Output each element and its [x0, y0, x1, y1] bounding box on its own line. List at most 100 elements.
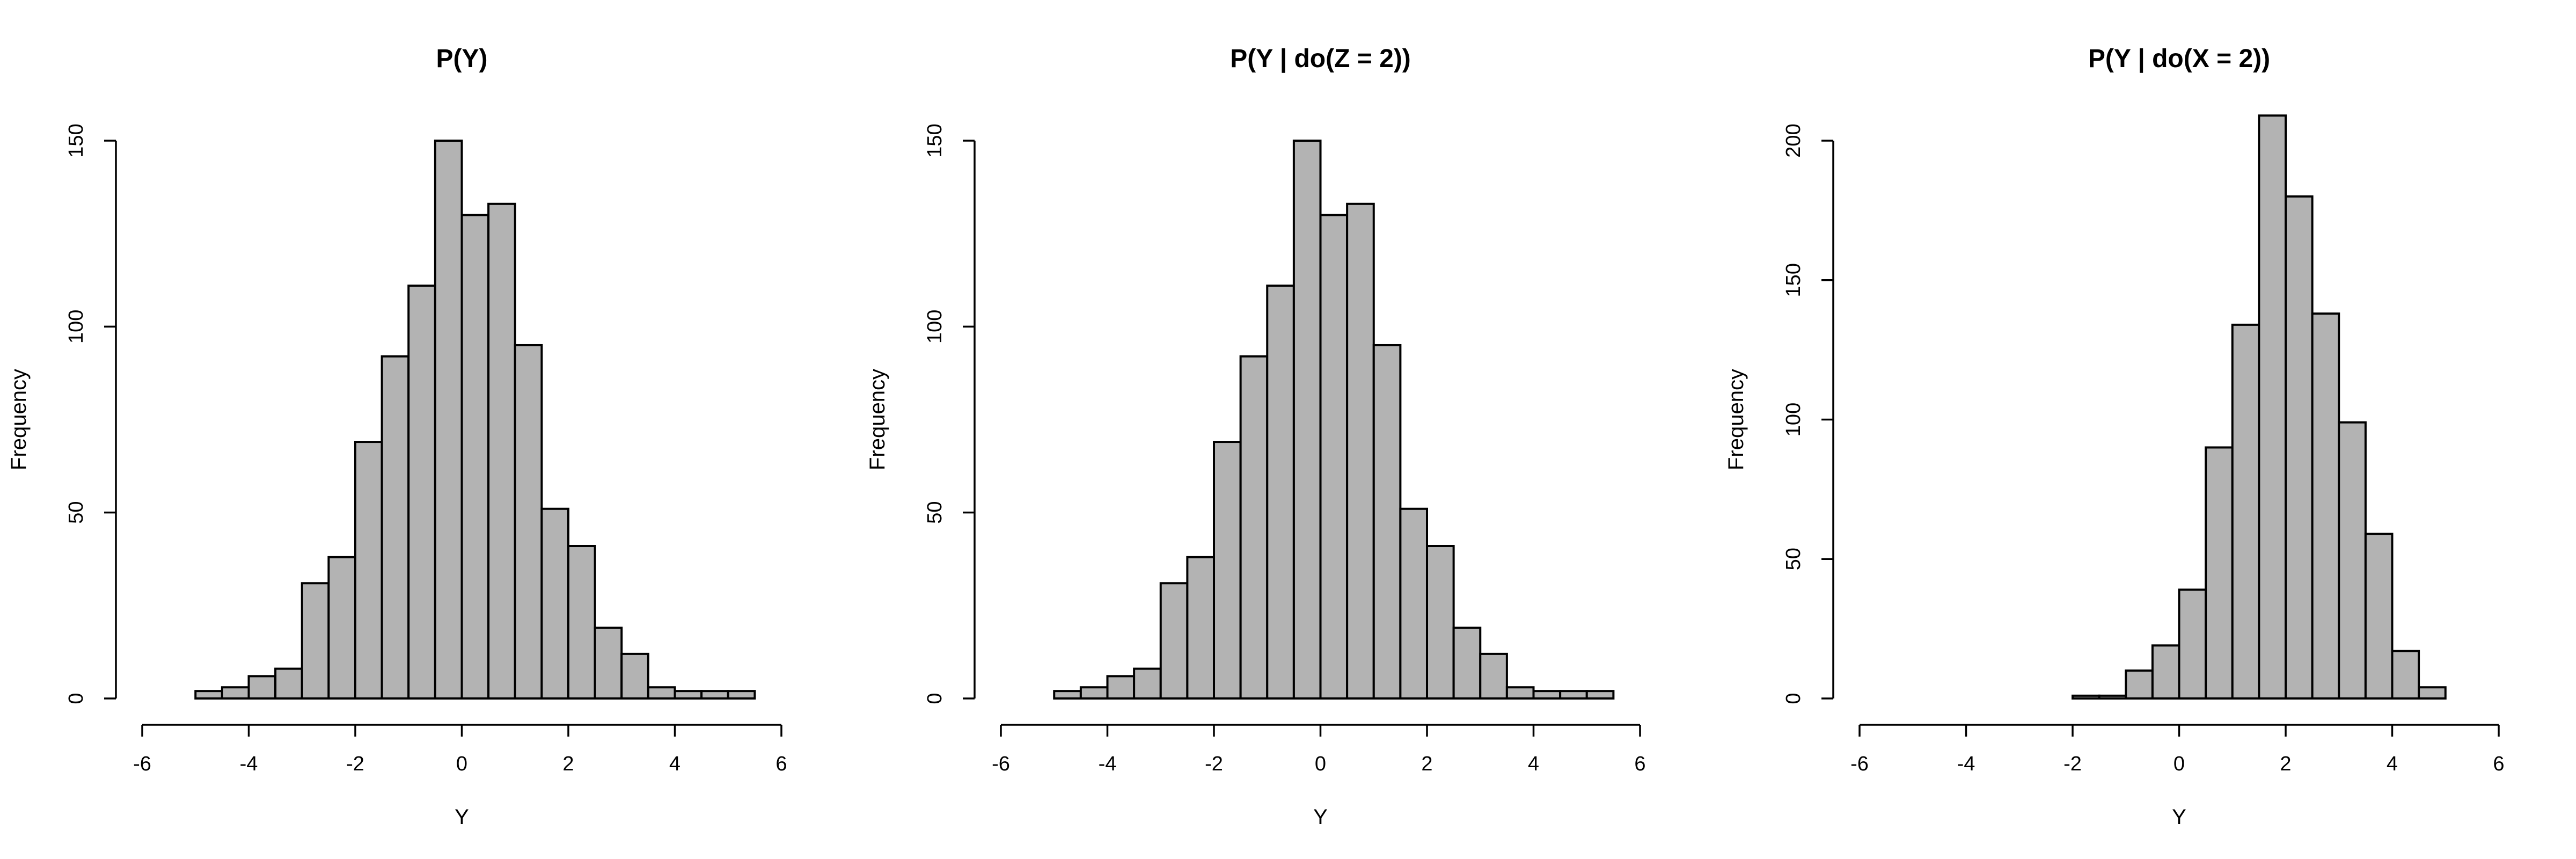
- histogram-bar: [434, 140, 463, 700]
- histogram-bar: [1079, 686, 1109, 700]
- histogram-bar: [1239, 355, 1269, 700]
- chart-title: P(Y): [436, 45, 488, 73]
- y-axis-label: Frequency: [7, 369, 31, 470]
- x-tick-label: -2: [346, 753, 364, 775]
- chart-title: P(Y | do(X = 2)): [2088, 45, 2270, 73]
- histogram-bar: [460, 214, 490, 700]
- x-tick-label: 4: [669, 753, 680, 775]
- histogram-bar: [2125, 669, 2154, 700]
- histogram-bar: [2418, 686, 2447, 700]
- y-tick-label: 0: [65, 693, 87, 704]
- histogram-bar: [1559, 690, 1588, 700]
- x-tick-label: 4: [2387, 753, 2398, 775]
- x-tick-label: 4: [1528, 753, 1539, 775]
- histogram-bar: [1452, 627, 1482, 700]
- x-tick-label: 6: [2493, 753, 2504, 775]
- histogram-bar: [247, 675, 277, 700]
- histogram-panel: P(Y | do(X = 2)) -6 -4 -2 0 2 4 6 0 50 100 150 200 Y F…: [1724, 45, 2505, 829]
- x-tick-label: 0: [2174, 753, 2185, 775]
- histogram-bar: [567, 545, 596, 700]
- histogram-bar: [1133, 667, 1162, 700]
- histogram-bar: [274, 667, 303, 700]
- histogram-bar: [2205, 446, 2234, 700]
- histogram-bar: [2072, 694, 2101, 700]
- histogram-bar: [194, 690, 223, 700]
- histogram-bar: [1213, 441, 1242, 700]
- histogram-bar: [700, 690, 729, 700]
- y-tick-label: 100: [1782, 403, 1805, 436]
- histogram-panel: P(Y | do(Z = 2)) -6 -4 -2 0 2 4 6 0 50 100 150 Y Freq…: [866, 45, 1646, 829]
- histogram-bar: [1346, 202, 1375, 700]
- histogram-bar: [514, 344, 543, 700]
- histogram-bar: [1266, 285, 1295, 700]
- histogram-bar: [2258, 114, 2287, 700]
- histogram-bar: [301, 582, 330, 700]
- histogram-bar: [1426, 545, 1455, 700]
- y-tick-label: 0: [924, 693, 946, 704]
- x-axis-label: Y: [2172, 805, 2186, 829]
- histogram-bar: [1053, 690, 1082, 700]
- histogram-bar: [2285, 195, 2314, 700]
- x-tick-label: 0: [1315, 753, 1326, 775]
- y-axis-label: Frequency: [1724, 369, 1748, 470]
- x-tick-label: -2: [1205, 753, 1223, 775]
- x-axis-label: Y: [455, 805, 469, 829]
- histogram-bar: [380, 355, 410, 700]
- histogram-bar: [1159, 582, 1189, 700]
- x-tick-label: 2: [1421, 753, 1432, 775]
- histogram-bar: [1106, 675, 1136, 700]
- x-tick-label: -4: [1957, 753, 1975, 775]
- histogram-bar: [540, 507, 569, 700]
- histogram-bar: [1479, 652, 1508, 700]
- chart-title: P(Y | do(Z = 2)): [1230, 45, 1411, 73]
- y-tick-label: 200: [1782, 123, 1805, 157]
- histogram-bar: [1585, 690, 1615, 700]
- histogram-bar: [2338, 421, 2367, 700]
- y-tick-label: 100: [65, 310, 87, 344]
- y-tick-label: 50: [1782, 548, 1805, 570]
- histogram-bar: [2151, 644, 2180, 700]
- histogram-bar: [2231, 323, 2260, 700]
- x-axis-label: Y: [1313, 805, 1328, 829]
- x-tick-label: 0: [456, 753, 467, 775]
- y-tick-label: 50: [65, 501, 87, 524]
- x-tick-label: 2: [2280, 753, 2291, 775]
- histogram-bar: [327, 556, 356, 700]
- y-tick-label: 150: [1782, 263, 1805, 297]
- histogram-bar: [1319, 214, 1349, 700]
- x-tick-label: -4: [240, 753, 258, 775]
- y-tick-label: 100: [924, 310, 946, 344]
- x-tick-label: -4: [1099, 753, 1117, 775]
- histogram-bar: [1399, 507, 1428, 700]
- histogram-bar: [407, 285, 436, 700]
- histogram-bar: [620, 652, 649, 700]
- histogram-bar: [1532, 690, 1562, 700]
- y-axis-label: Frequency: [866, 369, 889, 470]
- histogram-bar: [2178, 588, 2207, 700]
- y-tick-label: 150: [924, 123, 946, 157]
- x-tick-label: 6: [1634, 753, 1645, 775]
- histogram-bar: [1292, 140, 1322, 700]
- histogram-bar: [674, 690, 703, 700]
- y-tick-label: 0: [1782, 693, 1805, 704]
- histogram-bar: [1186, 556, 1215, 700]
- histogram-bar: [2391, 650, 2420, 700]
- x-tick-label: -6: [133, 753, 151, 775]
- x-tick-label: -2: [2063, 753, 2082, 775]
- histogram-bar: [221, 686, 250, 700]
- histogram-bar: [2364, 533, 2394, 700]
- y-tick-label: 150: [65, 123, 87, 157]
- x-tick-label: 2: [562, 753, 574, 775]
- histogram-bar: [727, 690, 756, 700]
- histogram-bar: [594, 627, 623, 700]
- x-tick-label: -6: [1850, 753, 1869, 775]
- histogram-panel: P(Y) -6 -4 -2 0 2 4 6 0 50 100 150 Y Frequency: [7, 45, 787, 829]
- x-tick-label: -6: [992, 753, 1010, 775]
- histogram-bar: [1505, 686, 1535, 700]
- x-tick-label: 6: [775, 753, 787, 775]
- histogram-bar: [1372, 344, 1402, 700]
- histogram-bar: [647, 686, 676, 700]
- y-tick-label: 50: [924, 501, 946, 524]
- histogram-bar: [354, 441, 383, 700]
